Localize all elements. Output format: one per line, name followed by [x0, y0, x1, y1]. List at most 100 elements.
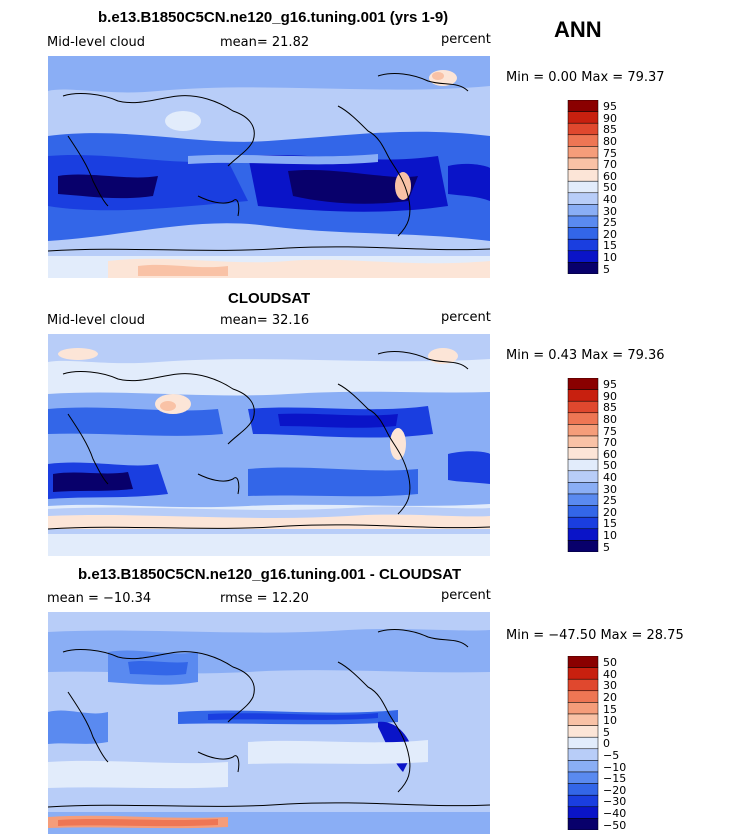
panel3-colorbar-tick-label: 15	[603, 702, 617, 716]
panel2-units-label: percent	[441, 310, 491, 325]
panel1-colorbar-tick-label: 10	[603, 250, 617, 264]
panel1-colorbar-tick-label: 30	[603, 204, 617, 218]
panel3-colorbar	[567, 656, 599, 830]
season-label: ANN	[554, 17, 602, 42]
panel1-colorbar-swatch	[567, 100, 599, 112]
panel3-colorbar-tick-label: 40	[603, 667, 617, 681]
panel1-units-label: percent	[441, 32, 491, 47]
panel1-colorbar-tick-label: 25	[603, 216, 617, 230]
panel3-colorbar-tick-label: 50	[603, 656, 617, 670]
panel1-colorbar-swatch	[567, 122, 599, 136]
panel1-colorbar-swatch	[567, 262, 599, 274]
panel2-colorbar-swatch	[567, 389, 599, 402]
panel1-colorbar-swatch	[567, 227, 599, 240]
panel2-colorbar-tick-label: 75	[603, 424, 617, 438]
panel2-colorbar-swatch	[567, 505, 599, 518]
panel3-colorbar-swatch	[567, 736, 599, 750]
panel1-colorbar-tick-label: 70	[603, 158, 617, 172]
panel1-colorbar-tick-label: 90	[603, 111, 617, 125]
panel1-colorbar-tick-label: 95	[603, 100, 617, 114]
panel1-variable-label: Mid-level cloud	[47, 35, 146, 50]
panel2-colorbar-tick-label: 40	[603, 470, 617, 484]
panel1-colorbar-tick-label: 40	[603, 192, 617, 206]
panel3-colorbar-tick-label: 20	[603, 690, 617, 704]
panel2-colorbar-tick-label: 90	[603, 389, 617, 403]
panel2-colorbar-swatch	[567, 412, 599, 425]
panel2-colorbar-swatch	[567, 447, 599, 460]
panel1-colorbar-tick-label: 50	[603, 181, 617, 195]
panel2-colorbar-swatch	[567, 470, 599, 483]
panel3-colorbar-tick-label: 0	[603, 737, 610, 751]
panel1-colorbar-tick-label: 15	[603, 239, 617, 253]
panel3-title: b.e13.B1850C5CN.ne120_g16.tuning.001 - C…	[78, 566, 462, 583]
panel3-colorbar-tick-label: −20	[603, 783, 627, 797]
panel3-colorbar-swatch	[567, 656, 599, 668]
panel1-mean-label: mean= 21.82	[220, 35, 310, 50]
panel2-title: CLOUDSAT	[228, 290, 311, 307]
panel1-colorbar-swatch	[567, 180, 599, 194]
panel1-colorbar-swatch	[567, 204, 599, 217]
panel1-colorbar-swatch	[567, 146, 599, 159]
panel2-colorbar-tick-label: 20	[603, 505, 617, 519]
panel3-colorbar-swatch	[567, 678, 599, 692]
panel1-minmax: Min = 0.00 Max = 79.37	[506, 70, 665, 85]
panel1-title: b.e13.B1850C5CN.ne120_g16.tuning.001 (yr…	[98, 9, 449, 26]
panel1-colorbar-swatch	[567, 134, 599, 147]
panel1-colorbar-tick-label: 5	[603, 262, 610, 276]
panel1-map	[48, 56, 490, 278]
panel2-colorbar-tick-label: 30	[603, 482, 617, 496]
panel3-colorbar-swatch	[567, 794, 599, 808]
panel2-colorbar-swatch	[567, 458, 599, 472]
panel3-colorbar-tick-label: 30	[603, 679, 617, 693]
panel2-minmax: Min = 0.43 Max = 79.36	[506, 348, 665, 363]
panel3-map	[48, 612, 490, 834]
panel3-colorbar-swatch	[567, 771, 599, 784]
panel3-colorbar-tick-label: 5	[603, 725, 610, 739]
panel1-colorbar-tick-label: 80	[603, 134, 617, 148]
panel2-colorbar-swatch	[567, 516, 599, 530]
panel3-minmax: Min = −47.50 Max = 28.75	[506, 628, 684, 643]
panel2-map	[48, 334, 490, 556]
panel2-colorbar-swatch	[567, 400, 599, 414]
panel2-colorbar-swatch	[567, 435, 599, 448]
panel3-colorbar-tick-label: −50	[603, 818, 627, 832]
panel2-colorbar-swatch	[567, 528, 599, 541]
panel2-colorbar-swatch	[567, 493, 599, 506]
panel1-colorbar	[567, 100, 599, 274]
panel3-colorbar-tick-label: −30	[603, 795, 627, 809]
panel3-colorbar-swatch	[567, 725, 599, 738]
panel1-colorbar-tick-label: 60	[603, 169, 617, 183]
panel3-colorbar-swatch	[567, 690, 599, 703]
panel2-colorbar-tick-label: 50	[603, 459, 617, 473]
panel3-colorbar-swatch	[567, 702, 599, 715]
panel2-colorbar-tick-label: 25	[603, 494, 617, 508]
panel3-colorbar-tick-label: −10	[603, 760, 627, 774]
panel2-colorbar-tick-label: 70	[603, 436, 617, 450]
panel3-colorbar-tick-label: 10	[603, 714, 617, 728]
panel2-colorbar-tick-label: 10	[603, 528, 617, 542]
panel2-colorbar-tick-label: 5	[603, 540, 610, 554]
panel1-colorbar-swatch	[567, 169, 599, 182]
panel1-colorbar-swatch	[567, 111, 599, 124]
panel2-colorbar-tick-label: 80	[603, 412, 617, 426]
panel1-colorbar-swatch	[567, 192, 599, 205]
panel1-colorbar-swatch	[567, 157, 599, 170]
panel3-colorbar-tick-label: −40	[603, 806, 627, 820]
panel1-colorbar-tick-label: 20	[603, 227, 617, 241]
panel3-colorbar-tick-label: −5	[603, 748, 620, 762]
panel2-colorbar-tick-label: 60	[603, 447, 617, 461]
panel2-colorbar-tick-label: 95	[603, 378, 617, 392]
panel3-colorbar-swatch	[567, 783, 599, 796]
panel3-rmse-label: rmse = 12.20	[220, 591, 309, 606]
panel3-colorbar-swatch	[567, 818, 599, 830]
panel2-colorbar	[567, 378, 599, 552]
panel3-mean-label: mean = −10.34	[47, 591, 152, 606]
panel1-colorbar-swatch	[567, 238, 599, 252]
panel3-colorbar-swatch	[567, 713, 599, 726]
panel3-colorbar-swatch	[567, 748, 599, 761]
panel1-colorbar-tick-label: 75	[603, 146, 617, 160]
panel3-units-label: percent	[441, 588, 491, 603]
panel3-colorbar-swatch	[567, 806, 599, 819]
panel2-colorbar-swatch	[567, 378, 599, 390]
panel2-colorbar-swatch	[567, 540, 599, 552]
